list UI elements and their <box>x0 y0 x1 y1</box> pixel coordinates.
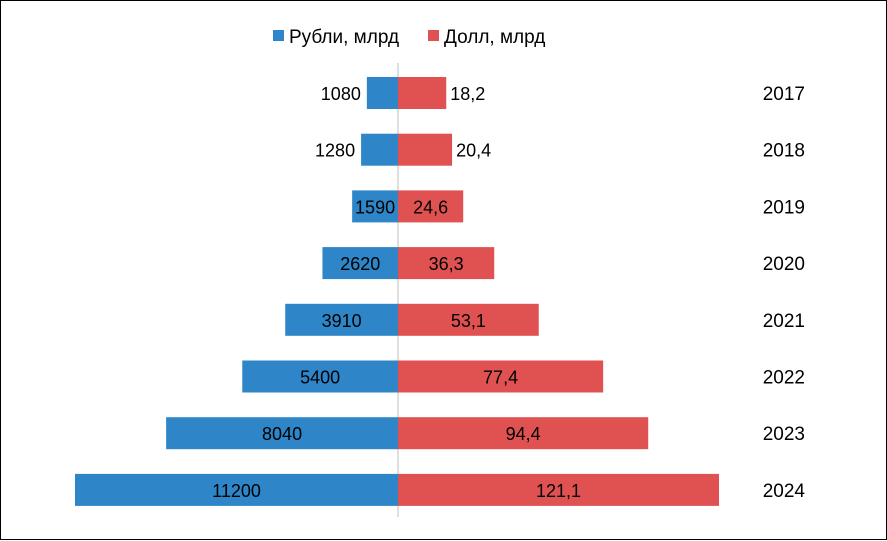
year-label-2020: 2020 <box>763 254 805 275</box>
year-label-2022: 2022 <box>763 368 805 389</box>
legend-swatch-1 <box>273 30 284 41</box>
data-label-rub-2021: 3910 <box>322 311 362 331</box>
year-label-2017: 2017 <box>763 84 805 105</box>
bar-rub-2023 <box>166 417 398 450</box>
year-label-2018: 2018 <box>763 141 805 162</box>
legend-label-1: Рубли, млрд <box>289 27 399 48</box>
data-label-rub-2019: 1590 <box>355 197 395 217</box>
data-label-usd-2023: 94,4 <box>506 424 541 444</box>
bar-usd-2022 <box>398 360 604 393</box>
legend-label-2: Долл, млрд <box>444 27 545 48</box>
data-label-rub-2017: 1080 <box>321 84 361 104</box>
bar-usd-2018 <box>398 133 453 166</box>
bar-rub-2017 <box>366 77 398 109</box>
data-label-usd-2019: 24,6 <box>413 197 448 217</box>
bar-usd-2021 <box>398 303 539 336</box>
bar-usd-2023 <box>398 417 649 450</box>
data-label-usd-2017: 18,2 <box>450 84 485 104</box>
year-label-2021: 2021 <box>763 311 805 332</box>
data-label-usd-2018: 20,4 <box>456 141 491 161</box>
bar-rub-2021 <box>285 303 398 336</box>
bar-rub-2019 <box>352 190 398 223</box>
year-label-2023: 2023 <box>763 424 805 445</box>
bar-usd-2017 <box>398 77 447 109</box>
bar-usd-2019 <box>398 190 464 223</box>
bar-usd-2020 <box>398 247 495 280</box>
bar-rub-2024 <box>75 473 398 506</box>
data-label-rub-2020: 2620 <box>340 254 380 274</box>
data-label-usd-2021: 53,1 <box>451 311 486 331</box>
legend-swatch-2 <box>428 30 439 41</box>
bar-rub-2018 <box>361 133 398 166</box>
year-label-2024: 2024 <box>763 481 806 502</box>
bar-rub-2020 <box>322 247 398 280</box>
year-label-2019: 2019 <box>763 197 805 218</box>
data-label-rub-2024: 11200 <box>212 481 261 501</box>
bar-rub-2022 <box>242 360 398 393</box>
data-label-usd-2024: 121,1 <box>536 481 581 501</box>
bar-usd-2024 <box>398 473 719 506</box>
data-label-usd-2022: 77,4 <box>483 368 518 388</box>
data-label-rub-2022: 5400 <box>300 368 340 388</box>
data-label-usd-2020: 36,3 <box>429 254 464 274</box>
data-label-rub-2018: 1280 <box>315 141 355 161</box>
data-label-rub-2023: 8040 <box>262 424 302 444</box>
